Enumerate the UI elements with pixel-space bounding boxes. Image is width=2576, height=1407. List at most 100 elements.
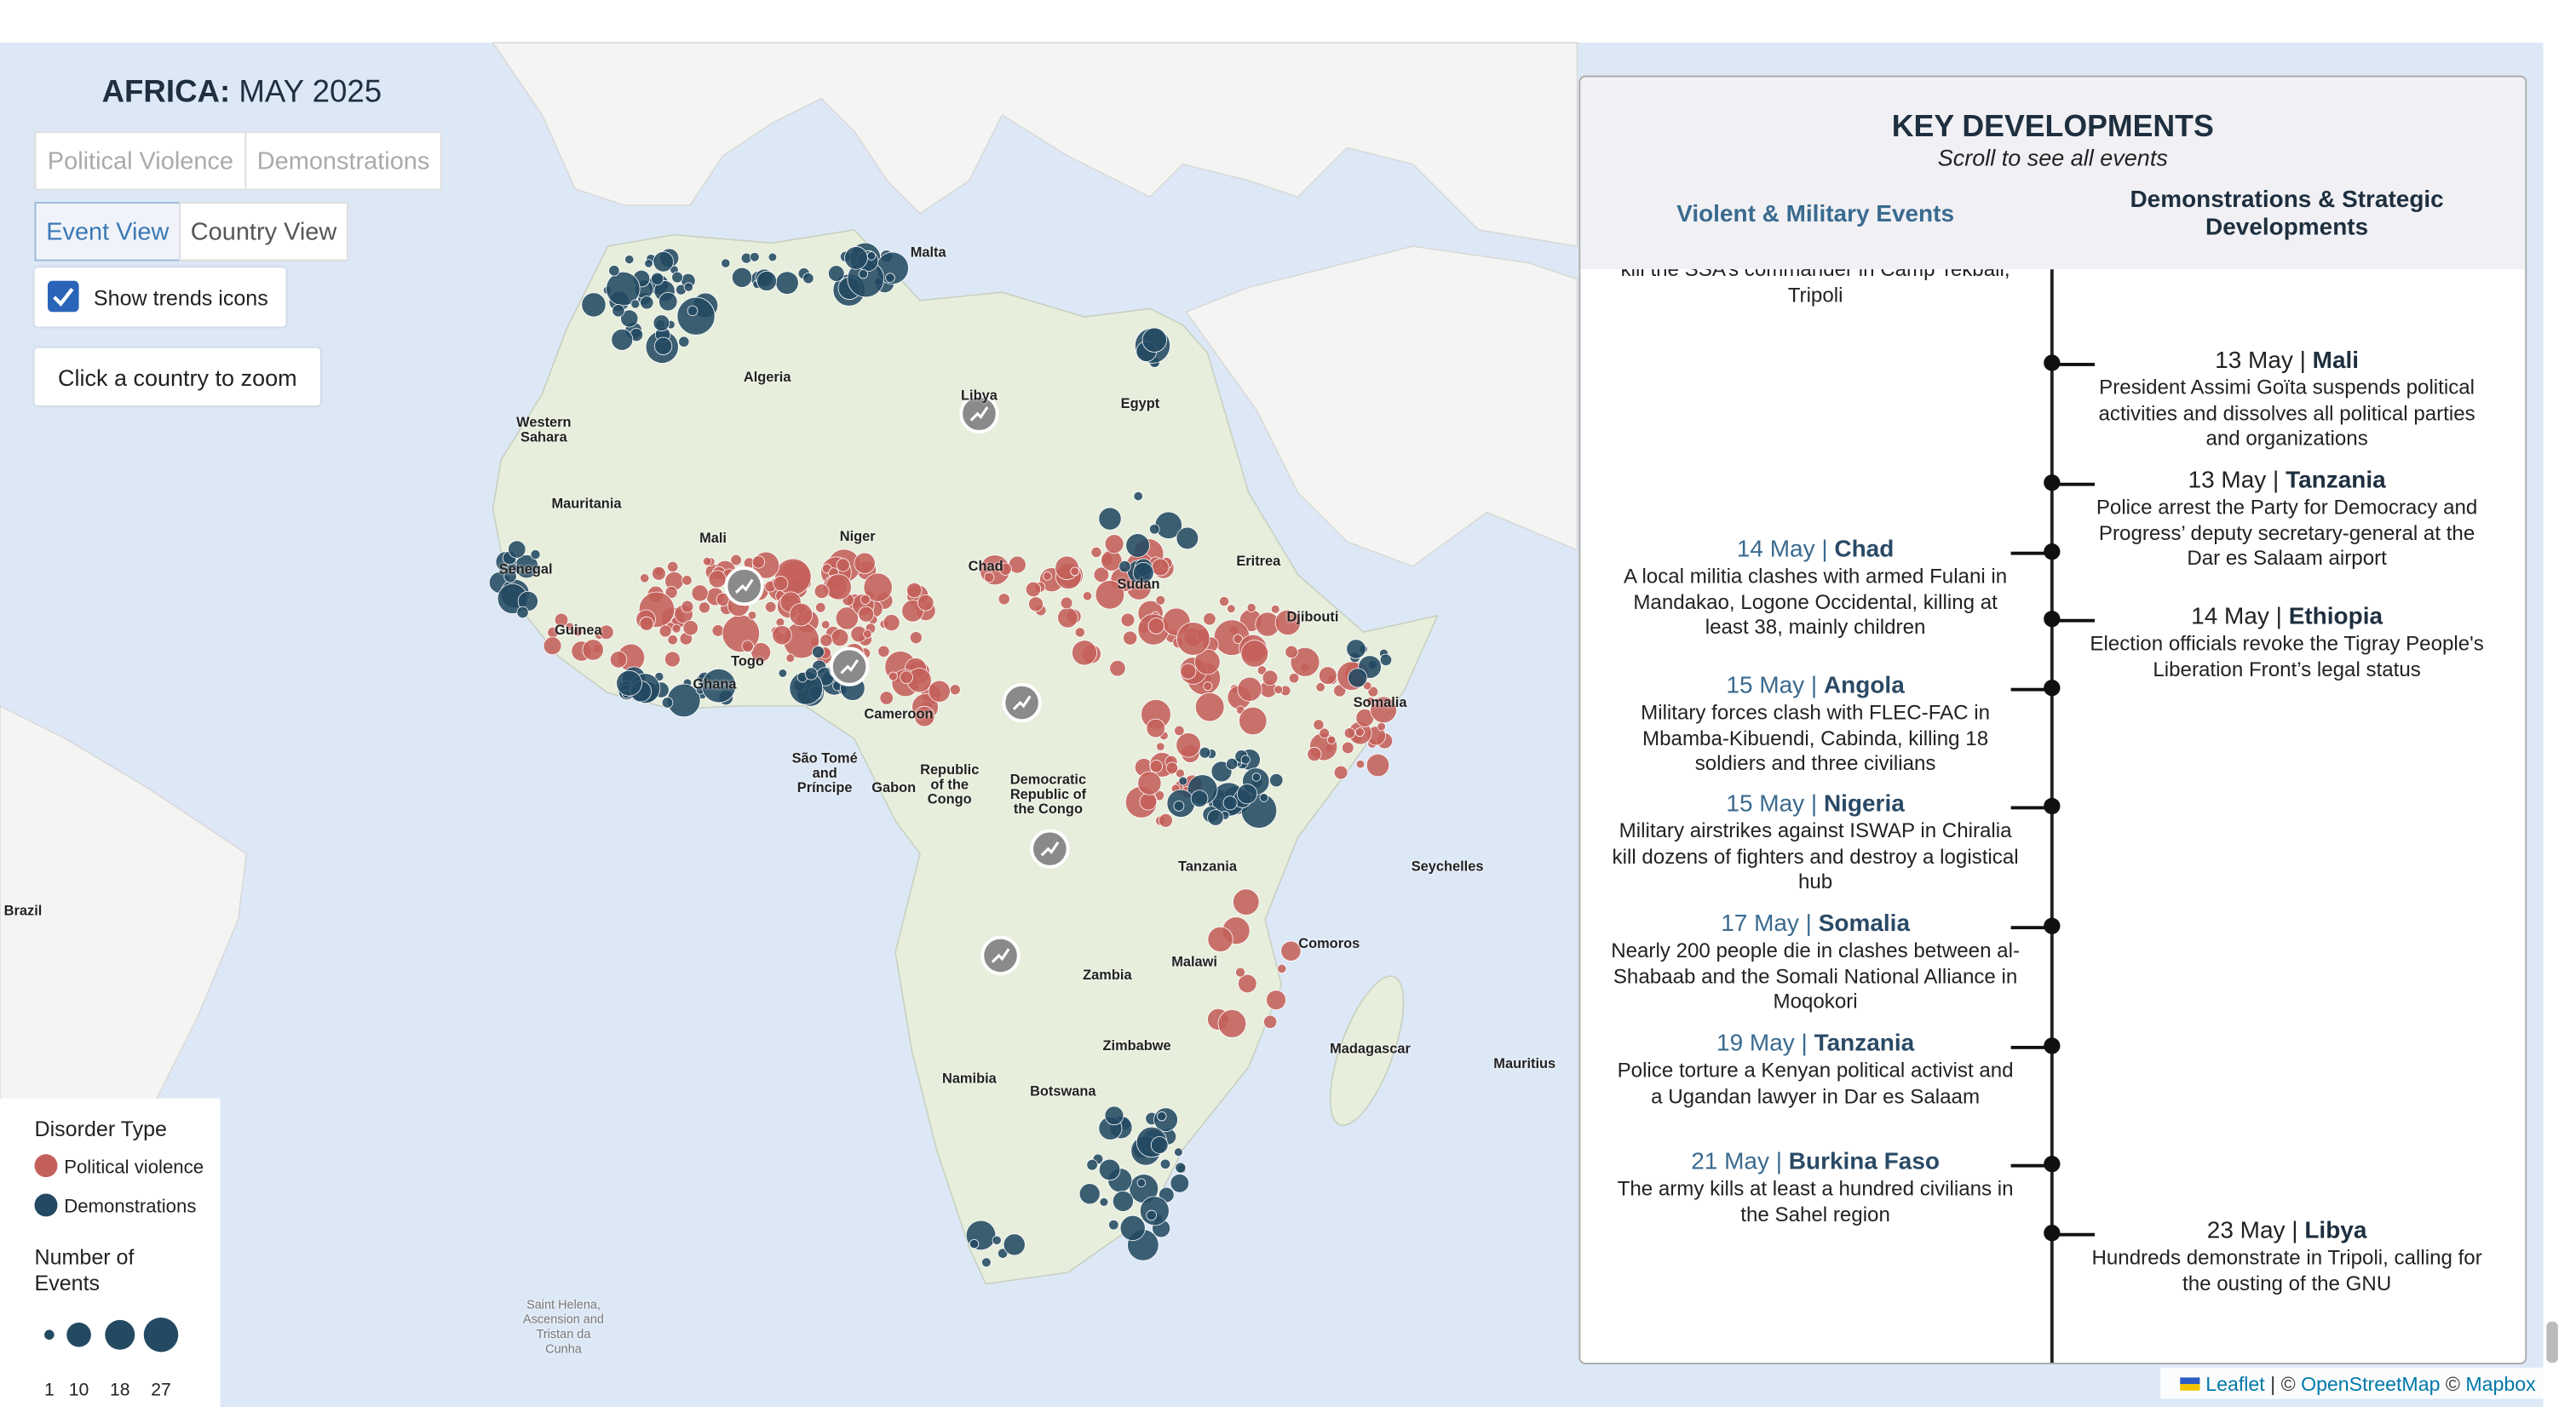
legend-label: Demonstrations — [64, 1196, 196, 1217]
event-dot — [814, 583, 830, 600]
event-dot — [885, 273, 895, 283]
event-text: Police torture a Kenyan political activi… — [1617, 1059, 2014, 1108]
event-dot — [836, 558, 850, 572]
event-dot — [1233, 888, 1260, 916]
event-dot — [1159, 1158, 1171, 1169]
event-dot — [1270, 604, 1280, 614]
event-dot — [698, 601, 710, 614]
event-dot — [1112, 1190, 1134, 1212]
event-dot — [1203, 612, 1216, 626]
event-text: Police arrest the Party for Democracy an… — [2096, 496, 2478, 571]
event-dot — [1366, 753, 1390, 778]
map-title: AFRICA: MAY 2025 — [102, 76, 382, 112]
event-dot — [653, 314, 670, 332]
event-country: Burkina Faso — [1788, 1149, 1940, 1176]
event-dot — [676, 296, 716, 336]
event-dot — [1099, 1197, 1109, 1207]
map-label: Togo — [731, 652, 764, 669]
view-button[interactable]: Country View — [179, 202, 348, 261]
event-dot — [1326, 735, 1337, 745]
event-dot — [572, 626, 584, 637]
event-dot — [773, 576, 789, 592]
map-label: Mali — [699, 529, 727, 546]
event-dot — [1119, 1215, 1146, 1241]
trend-icons — [724, 393, 1070, 976]
view-button-active[interactable]: Event View — [34, 202, 181, 261]
event-dot — [1240, 640, 1268, 668]
event-dot — [1074, 627, 1085, 638]
checkbox[interactable] — [47, 280, 81, 314]
event-dot — [1082, 591, 1093, 601]
event-dot — [731, 267, 752, 288]
event-text: The army kills at least a hundred civili… — [1617, 1177, 2014, 1226]
map-label: Malawi — [1171, 953, 1217, 970]
timeline-tick — [2051, 363, 2095, 365]
event-dot — [1233, 634, 1244, 644]
event-date: 21 May | — [1691, 1149, 1783, 1176]
event-dot — [1222, 795, 1238, 811]
event-dot — [1238, 973, 1257, 994]
event-dot — [998, 562, 1012, 576]
event-dot — [565, 622, 575, 632]
event-dot — [1263, 1014, 1278, 1029]
event-dot — [1288, 672, 1300, 684]
event-dot — [750, 251, 760, 262]
timeline-tick — [2010, 1163, 2054, 1167]
map-label: Somalia — [1353, 693, 1407, 710]
event-dot — [877, 645, 890, 658]
map-label: Brazil — [3, 902, 43, 919]
event-heading: 21 May | Burkina Faso — [1610, 1149, 2021, 1177]
event-text: Election officials revoke the Tigray Peo… — [2090, 632, 2484, 681]
event-date: 23 May | — [2206, 1218, 2298, 1245]
event-country: Mali — [2312, 347, 2360, 375]
trends-toggle[interactable]: Show trends icons — [34, 267, 286, 327]
event-heading: 23 May | Libya — [2082, 1218, 2493, 1246]
map-label: Botswana — [1030, 1083, 1096, 1100]
event-dot — [1165, 761, 1179, 774]
event-dot — [609, 651, 628, 669]
event-dot — [1141, 327, 1167, 353]
event-dot — [508, 540, 526, 559]
event-dot — [1274, 609, 1302, 635]
event-dot — [554, 612, 569, 628]
event-dot — [1240, 755, 1251, 765]
attribution-link[interactable]: Mapbox — [2465, 1371, 2536, 1395]
event-dot — [741, 640, 754, 652]
event-dot — [620, 309, 639, 328]
event-dot — [981, 1257, 992, 1267]
event-country: Libya — [2304, 1218, 2367, 1245]
event-dot — [1266, 990, 1286, 1010]
event-dot — [888, 671, 898, 681]
attribution-link[interactable]: Leaflet — [2205, 1371, 2265, 1395]
map-label: Comoros — [1298, 934, 1360, 952]
panel-title: KEY DEVELOPMENTS — [1891, 108, 2214, 143]
size-label: 27 — [151, 1381, 171, 1400]
event-dot — [1093, 566, 1110, 583]
event-dot — [1207, 809, 1224, 826]
tab-button[interactable]: Political Violence — [34, 131, 247, 191]
tab-button[interactable]: Demonstrations — [244, 131, 442, 191]
event: 13 May | Tanzania Police arrest the Party… — [2082, 468, 2493, 572]
timeline-tick — [2051, 1232, 2095, 1236]
event-dot — [812, 646, 825, 658]
legend-svg: Disorder Type Political violence Demonstra… — [35, 1117, 204, 1400]
timeline-tick — [2010, 551, 2054, 554]
event-date: 15 May | — [1726, 791, 1818, 818]
event-dot — [858, 606, 875, 623]
event-dot — [1078, 1183, 1101, 1205]
event-dot — [1123, 630, 1138, 646]
event: 14 May | Chad A local militia clashes wit… — [1610, 537, 2021, 641]
event-dot — [606, 271, 641, 307]
flag-icon — [2179, 1376, 2199, 1390]
attribution-link[interactable]: OpenStreetMap — [2301, 1371, 2441, 1395]
event-dot — [1354, 727, 1365, 738]
event-dot — [866, 251, 877, 261]
event-dot — [661, 697, 674, 709]
event-dot — [1173, 800, 1185, 812]
event-dot — [608, 265, 620, 277]
event-dot — [639, 616, 654, 631]
event-dot — [764, 600, 777, 613]
event-dot — [640, 573, 650, 583]
event-dot — [1203, 681, 1213, 692]
event-dot — [1366, 696, 1376, 706]
